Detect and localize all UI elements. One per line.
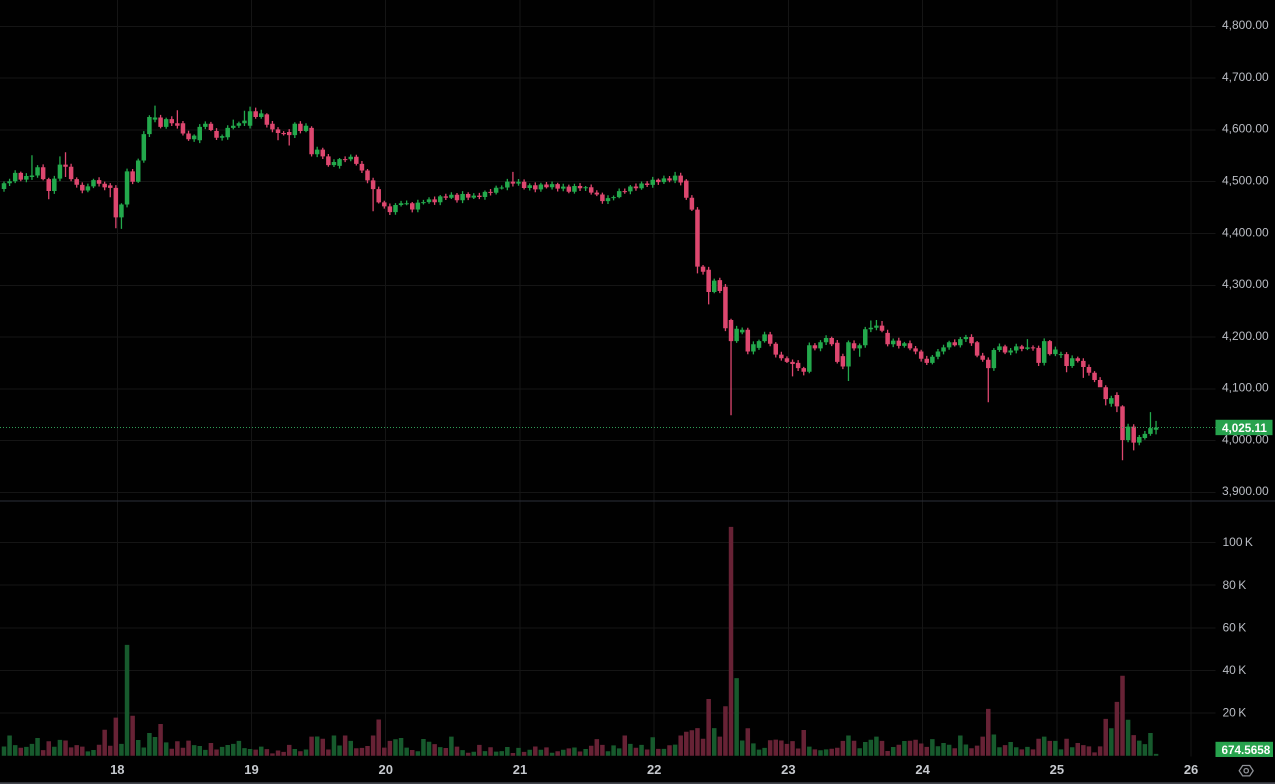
svg-text:4,300.00: 4,300.00 xyxy=(1222,277,1269,291)
svg-text:4,200.00: 4,200.00 xyxy=(1222,329,1269,343)
svg-text:26: 26 xyxy=(1184,762,1198,777)
svg-text:674.5658: 674.5658 xyxy=(1222,744,1271,757)
svg-text:4,600.00: 4,600.00 xyxy=(1222,122,1269,136)
svg-text:19: 19 xyxy=(244,762,258,777)
svg-text:23: 23 xyxy=(781,762,795,777)
svg-text:60 K: 60 K xyxy=(1223,620,1247,634)
svg-text:20: 20 xyxy=(379,762,393,777)
svg-text:20 K: 20 K xyxy=(1223,706,1247,720)
svg-text:4,100.00: 4,100.00 xyxy=(1222,381,1269,395)
svg-text:25: 25 xyxy=(1050,762,1064,777)
svg-text:4,500.00: 4,500.00 xyxy=(1222,174,1269,188)
svg-text:4,400.00: 4,400.00 xyxy=(1222,225,1269,239)
svg-text:4,700.00: 4,700.00 xyxy=(1222,70,1269,84)
svg-text:80 K: 80 K xyxy=(1223,578,1247,592)
svg-text:100 K: 100 K xyxy=(1223,535,1253,549)
svg-text:3,900.00: 3,900.00 xyxy=(1222,484,1269,498)
svg-text:22: 22 xyxy=(647,762,661,777)
svg-text:4,000.00: 4,000.00 xyxy=(1222,432,1269,446)
svg-text:24: 24 xyxy=(915,762,930,777)
svg-text:4,800.00: 4,800.00 xyxy=(1222,18,1269,32)
svg-text:40 K: 40 K xyxy=(1223,663,1247,677)
svg-text:18: 18 xyxy=(110,762,124,777)
svg-text:21: 21 xyxy=(513,762,527,777)
svg-text:4,025.11: 4,025.11 xyxy=(1222,422,1267,435)
